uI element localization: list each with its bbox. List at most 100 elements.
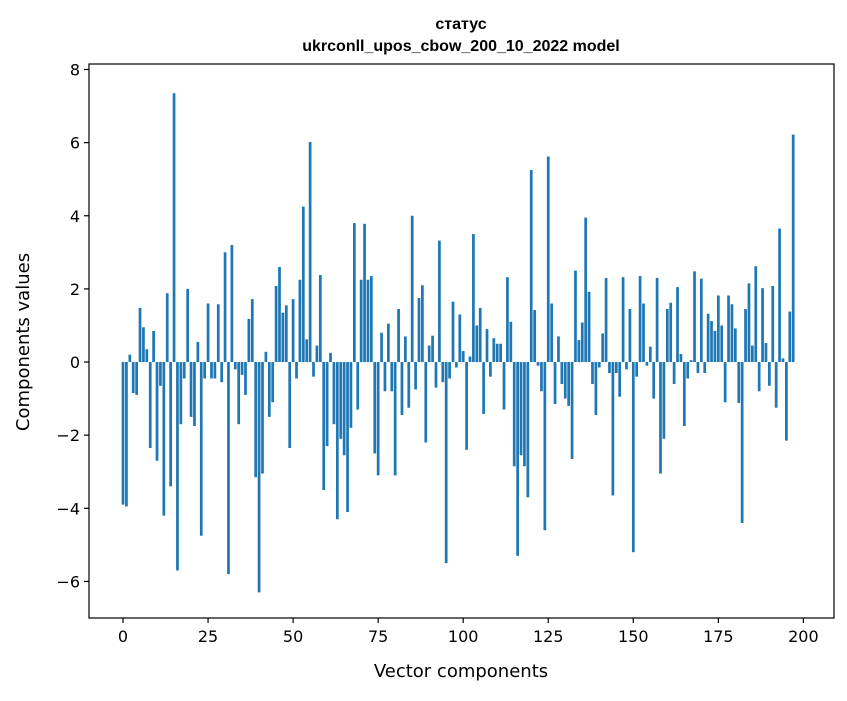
bar: [519, 362, 523, 456]
bar: [611, 362, 615, 496]
chart-subtitle: ukrconll_upos_cbow_200_10_2022 model: [302, 38, 619, 55]
bar: [342, 362, 346, 456]
bar: [478, 307, 482, 363]
bar: [679, 353, 683, 363]
x-tick-label: 200: [788, 627, 819, 646]
bar: [301, 206, 305, 363]
bar: [781, 358, 785, 363]
bar: [710, 321, 713, 363]
bar: [455, 362, 458, 368]
bar: [461, 351, 465, 363]
bar: [369, 276, 373, 363]
bar: [308, 141, 312, 363]
bar: [716, 295, 720, 363]
bar: [686, 362, 690, 379]
bar: [591, 362, 594, 384]
bar: [366, 279, 370, 363]
y-tick-label: 4: [70, 207, 80, 226]
bar: [291, 299, 295, 363]
bar: [737, 362, 741, 403]
bar: [169, 362, 173, 487]
bar: [706, 313, 710, 363]
bar: [125, 362, 128, 507]
bar: [676, 287, 679, 363]
bar: [186, 288, 190, 363]
bar: [267, 362, 271, 417]
bar: [427, 345, 431, 363]
bar: [682, 362, 686, 427]
bar: [298, 279, 302, 363]
bar: [733, 328, 737, 363]
bar: [659, 362, 662, 474]
bar: [438, 240, 441, 363]
bar: [257, 362, 261, 593]
bar: [254, 362, 258, 478]
x-axis-label: Vector components: [374, 661, 548, 682]
y-tick-label: 6: [70, 134, 80, 153]
bar: [284, 305, 288, 363]
bar: [288, 362, 292, 448]
bar: [159, 362, 162, 386]
bar: [648, 346, 652, 363]
x-tick-label: 0: [118, 627, 128, 646]
bar: [128, 354, 132, 363]
bar: [550, 303, 554, 363]
plot-area-frame: [88, 63, 835, 619]
bar: [448, 362, 451, 379]
bar: [516, 362, 519, 556]
bar: [713, 330, 717, 363]
bar: [213, 362, 217, 379]
bar: [145, 349, 149, 363]
bar: [492, 338, 496, 363]
bar: [203, 362, 207, 379]
bar: [359, 279, 363, 363]
bar: [346, 362, 349, 512]
bar: [533, 310, 536, 363]
bar: [142, 327, 145, 363]
bar: [193, 362, 196, 427]
bar: [431, 335, 434, 363]
bar: [390, 362, 394, 392]
bar: [584, 217, 588, 363]
bar: [380, 332, 383, 363]
bar: [489, 362, 492, 377]
x-tick-label: 75: [368, 627, 388, 646]
bar: [233, 362, 237, 370]
bar: [206, 303, 210, 363]
bar: [216, 304, 220, 363]
bar: [570, 362, 574, 459]
bar: [397, 309, 400, 363]
bar: [295, 362, 298, 379]
bar: [152, 330, 155, 363]
bar: [689, 360, 693, 363]
bar: [526, 362, 530, 498]
bar: [131, 362, 135, 394]
bar: [182, 362, 186, 379]
bar: [223, 252, 227, 363]
bar: [495, 343, 499, 363]
bar: [699, 278, 703, 363]
bar: [750, 345, 754, 363]
bar: [785, 362, 788, 441]
bar: [264, 351, 268, 363]
x-tick-label: 150: [618, 627, 649, 646]
bar: [244, 362, 247, 395]
y-tick-label: −2: [56, 426, 80, 445]
bar: [730, 304, 734, 363]
chart-title: статус: [435, 16, 486, 33]
bar: [621, 277, 625, 363]
bar: [475, 325, 479, 363]
bar: [444, 362, 448, 564]
bar: [727, 295, 730, 363]
bar: [761, 288, 764, 363]
bar: [400, 362, 404, 416]
bar: [352, 223, 356, 363]
bar: [529, 170, 533, 363]
bar: [121, 362, 125, 505]
bar: [754, 266, 758, 363]
bar: [574, 270, 577, 363]
bar: [155, 362, 159, 461]
y-tick-label: 2: [70, 280, 80, 299]
bar: [165, 293, 169, 363]
bar: [509, 321, 513, 363]
